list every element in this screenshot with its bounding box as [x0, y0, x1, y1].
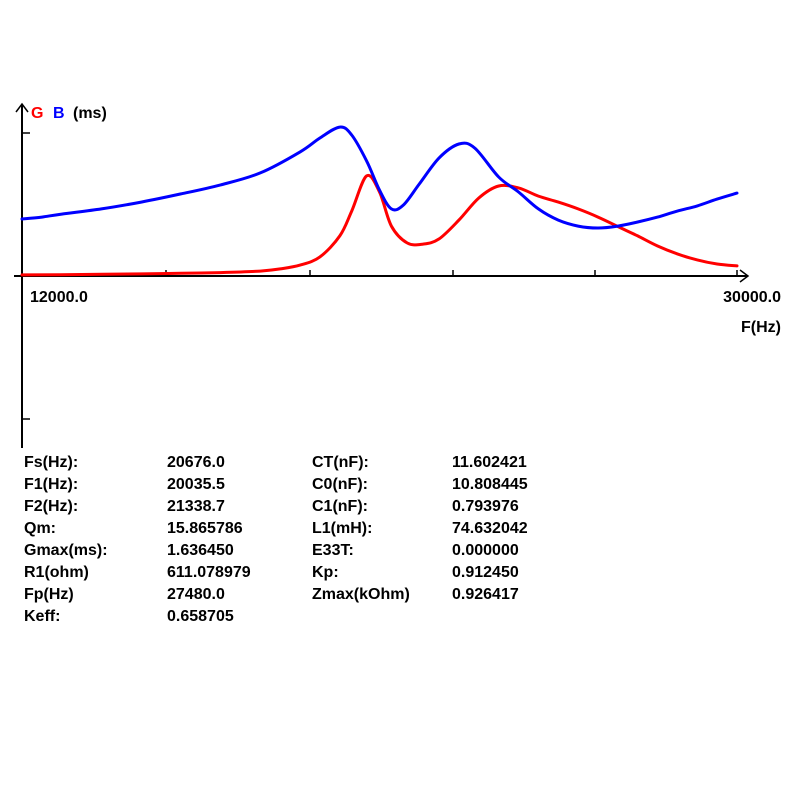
series-line-b: [20, 125, 739, 230]
param-value: 27480.0: [167, 586, 225, 603]
param-value: 15.865786: [167, 520, 243, 537]
param-label: F1(Hz):: [24, 476, 79, 493]
param-label: Qm:: [24, 520, 56, 537]
parameter-row: Fs(Hz): 20676.0 CT(nF): 11.602421: [24, 452, 604, 474]
param-value: 10.808445: [452, 476, 528, 493]
impedance-chart: G B (ms) 12000.0 30000.0 F(Hz): [14, 102, 781, 448]
parameter-row: Keff: 0.658705: [24, 606, 604, 628]
x-end-label: 30000.0: [723, 289, 781, 306]
param-label: Kp:: [312, 564, 339, 581]
param-value: 74.632042: [452, 520, 528, 537]
param-value: 1.636450: [167, 542, 234, 559]
param-value: 21338.7: [167, 498, 225, 515]
param-label: L1(mH):: [312, 520, 373, 537]
x-axis-title: F(Hz): [741, 319, 781, 336]
param-label: Gmax(ms):: [24, 542, 108, 559]
param-label: Zmax(kOhm): [312, 586, 410, 603]
param-value: 0.912450: [452, 564, 519, 581]
param-value: 20676.0: [167, 454, 225, 471]
param-value: 0.000000: [452, 542, 519, 559]
y-axis-arrow-icon: [15, 102, 29, 113]
parameter-row: Qm: 15.865786 L1(mH): 74.632042: [24, 518, 604, 540]
parameter-row: F1(Hz): 20035.5 C0(nF): 10.808445: [24, 474, 604, 496]
parameter-row: R1(ohm) 611.078979 Kp: 0.912450: [24, 562, 604, 584]
param-value: 0.926417: [452, 586, 519, 603]
series-line-g: [20, 173, 739, 277]
param-value: 11.602421: [452, 454, 527, 471]
param-label: Keff:: [24, 608, 61, 625]
param-value: 611.078979: [167, 564, 251, 581]
param-value: 0.658705: [167, 608, 234, 625]
parameter-row: Gmax(ms): 1.636450 E33T: 0.000000: [24, 540, 604, 562]
param-label: Fs(Hz):: [24, 454, 79, 471]
param-value: 20035.5: [167, 476, 225, 493]
param-label: C0(nF):: [312, 476, 368, 493]
x-axis-arrow-icon: [739, 269, 750, 283]
x-start-label: 12000.0: [30, 289, 88, 306]
param-label: F2(Hz):: [24, 498, 79, 515]
parameter-row: F2(Hz): 21338.7 C1(nF): 0.793976: [24, 496, 604, 518]
param-label: CT(nF):: [312, 454, 369, 471]
parameter-table: Fs(Hz): 20676.0 CT(nF): 11.602421 F1(Hz)…: [24, 452, 604, 628]
param-label: E33T:: [312, 542, 354, 559]
legend-unit: (ms): [73, 105, 107, 122]
legend-b: B: [53, 105, 65, 122]
param-label: C1(nF):: [312, 498, 368, 515]
legend-g: G: [31, 105, 43, 122]
param-label: R1(ohm): [24, 564, 89, 581]
param-value: 0.793976: [452, 498, 519, 515]
param-label: Fp(Hz): [24, 586, 74, 603]
parameter-row: Fp(Hz) 27480.0 Zmax(kOhm) 0.926417: [24, 584, 604, 606]
